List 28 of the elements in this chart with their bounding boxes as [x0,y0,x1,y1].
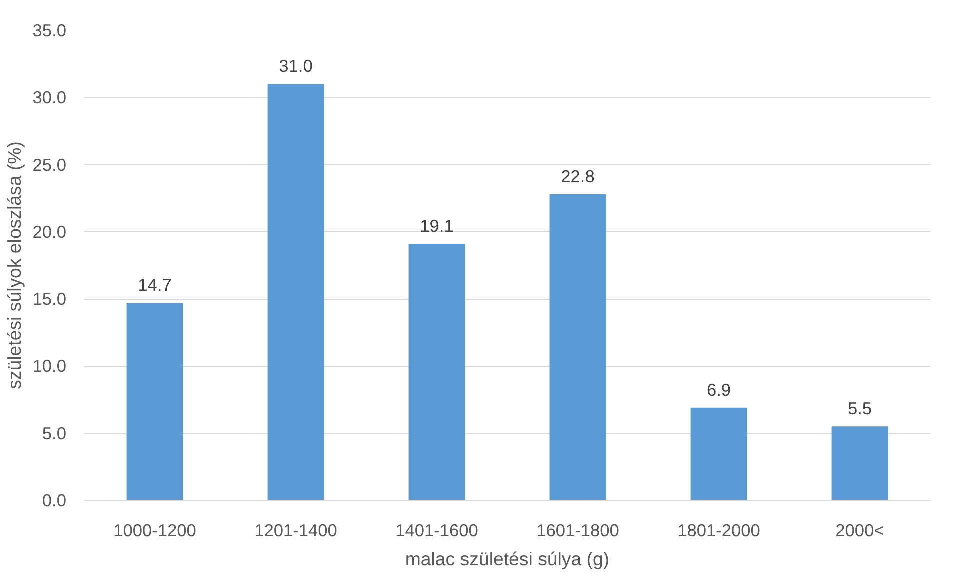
bar [832,426,888,500]
data-label: 14.7 [138,275,172,296]
bar [268,84,324,500]
bar [408,244,466,500]
x-tick-label: 2000< [836,520,884,540]
y-tick-label: 30.0 [32,88,67,108]
x-tick-label: 1401-1600 [396,520,478,540]
x-tick-label: 1000-1200 [114,520,196,540]
x-axis-title: malac születési súlya (g) [405,548,610,570]
bar [126,303,184,500]
data-label: 19.1 [420,216,454,236]
y-tick-label: 5.0 [42,423,67,444]
y-tick-label: 25.0 [32,154,67,175]
data-label: 6.9 [706,380,732,400]
data-label: 22.8 [561,166,595,186]
data-label: 5.5 [848,398,872,419]
bar [550,194,606,500]
y-tick-label: 10.0 [32,356,67,376]
x-tick-label: 1201-1400 [254,520,338,540]
y-tick-label: 0.0 [42,490,67,510]
x-tick-label: 1801-2000 [678,520,760,540]
bar [690,408,748,500]
y-tick-label: 35.0 [32,20,67,40]
x-tick-label: 1601-1800 [536,520,620,540]
data-label: 31.0 [279,56,313,76]
y-tick-label: 15.0 [32,289,67,310]
y-axis-title: születési súlyok eloszlása (%) [4,142,25,390]
y-tick-label: 20.0 [32,222,67,242]
